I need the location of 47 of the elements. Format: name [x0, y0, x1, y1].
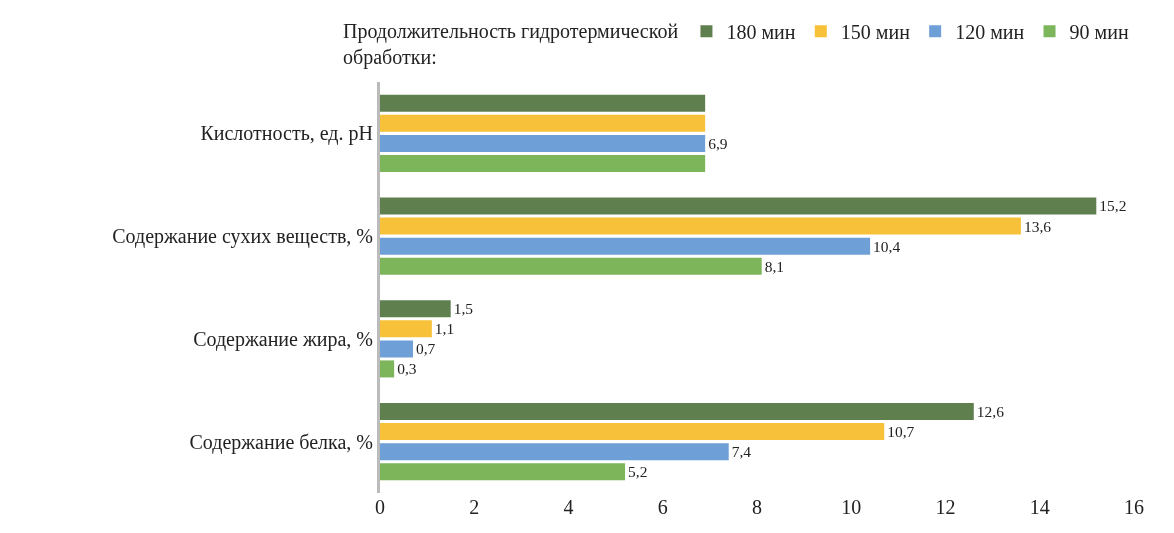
bar — [380, 320, 432, 338]
y-tick-label: Содержание белка, % — [189, 430, 373, 454]
legend-label: 120 мин — [955, 21, 1025, 44]
legend-label: 150 мин — [840, 21, 911, 44]
bar — [380, 217, 1021, 235]
bar — [380, 114, 706, 132]
x-tick-label: 0 — [375, 496, 385, 518]
data-label: 13,6 — [1023, 217, 1052, 235]
legend-title: Продолжительность гидротермической обработки: — [343, 19, 679, 69]
x-tick-label: 12 — [935, 496, 956, 518]
bar — [380, 197, 1097, 215]
data-label: 15,2 — [1099, 197, 1127, 215]
x-tick-label: 6 — [657, 496, 668, 518]
data-label: 10,4 — [873, 237, 901, 255]
bar — [380, 443, 729, 461]
bar — [380, 94, 706, 112]
bar — [380, 154, 706, 172]
data-label: 12,6 — [976, 402, 1005, 420]
data-label: 8,1 — [764, 257, 785, 275]
data-label: 10,7 — [887, 423, 915, 441]
bar — [380, 403, 974, 421]
bar — [380, 340, 413, 358]
x-tick-label: 14 — [1029, 496, 1050, 518]
bar — [380, 300, 451, 318]
x-tick-label: 10 — [841, 496, 862, 518]
bar — [380, 134, 706, 152]
y-tick-label: Содержание жира, % — [193, 327, 373, 351]
data-label: 1,5 — [453, 300, 474, 318]
bar — [380, 237, 871, 255]
bar — [380, 257, 762, 275]
legend-label: 90 мин — [1069, 21, 1129, 44]
data-label: 1,1 — [434, 320, 455, 338]
x-tick-label: 8 — [752, 496, 762, 518]
legend-label: 180 мин — [726, 21, 796, 44]
y-tick-label: Содержание сухих веществ, % — [112, 225, 373, 249]
data-label: 7,4 — [731, 443, 752, 461]
bar — [380, 463, 626, 481]
x-tick-label: 16 — [1124, 496, 1144, 518]
data-label: 0,3 — [397, 360, 417, 378]
data-label: 6,9 — [708, 134, 728, 152]
x-tick-label: 2 — [469, 496, 480, 518]
bar — [380, 423, 885, 441]
y-tick-label: Кислотность, ед. pH — [200, 122, 373, 146]
data-label: 5,2 — [628, 463, 648, 481]
data-label: 0,7 — [415, 340, 436, 358]
x-tick-label: 4 — [563, 496, 574, 518]
bar — [380, 360, 395, 378]
